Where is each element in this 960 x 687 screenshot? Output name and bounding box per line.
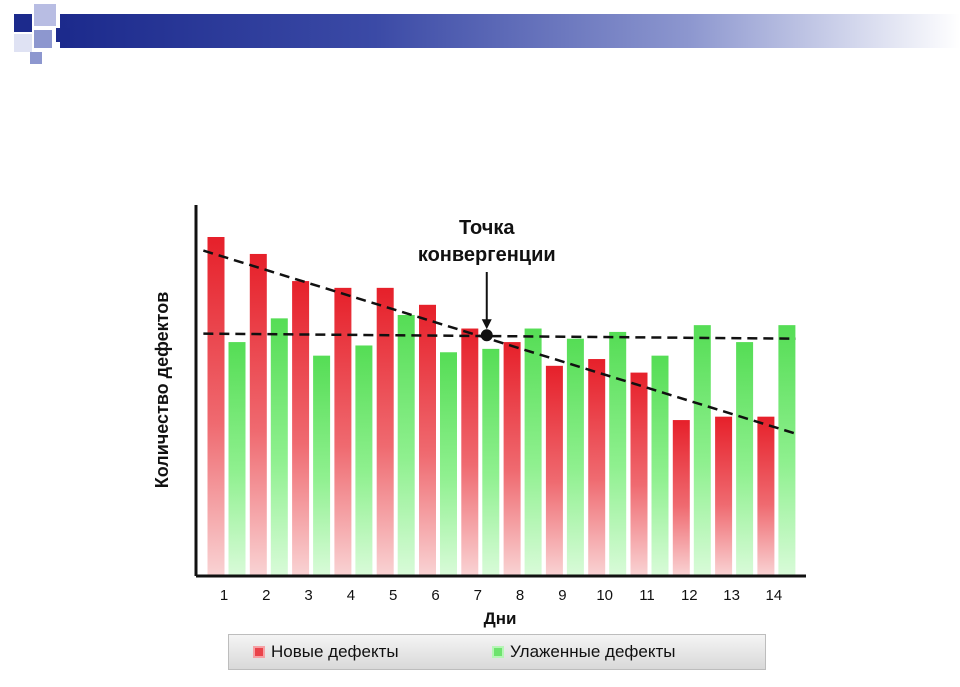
bar-new-defects xyxy=(545,365,563,576)
legend-swatch-fixed xyxy=(492,646,504,658)
bar-fixed-defects xyxy=(778,325,796,576)
x-tick-label: 13 xyxy=(723,587,740,604)
convergence-point xyxy=(480,329,493,342)
x-tick-label: 6 xyxy=(431,587,439,604)
bar-fixed-defects xyxy=(397,314,415,576)
x-tick-label: 12 xyxy=(681,587,698,604)
bar-new-defects xyxy=(376,287,394,576)
bar-fixed-defects xyxy=(609,331,627,576)
bar-new-defects xyxy=(715,416,733,576)
chart-legend: Новые дефекты Улаженные дефекты xyxy=(228,634,766,670)
bar-fixed-defects xyxy=(228,342,246,576)
bar-new-defects xyxy=(334,287,352,576)
legend-item-fixed: Улаженные дефекты xyxy=(492,635,675,669)
x-tick-label: 8 xyxy=(516,587,524,604)
bar-new-defects xyxy=(630,372,648,576)
legend-item-new: Новые дефекты xyxy=(253,635,399,669)
decor-square xyxy=(30,52,42,64)
trend-line xyxy=(203,332,796,340)
bar-fixed-defects xyxy=(651,355,669,576)
bar-new-defects xyxy=(588,359,606,576)
x-tick-label: 10 xyxy=(596,587,613,604)
legend-label-new: Новые дефекты xyxy=(271,642,399,661)
legend-swatch-new xyxy=(253,646,265,658)
annotation-text: Точка xyxy=(459,217,515,239)
bar-new-defects xyxy=(672,420,690,576)
annotation-text: конвергенции xyxy=(418,244,556,266)
x-tick-label: 4 xyxy=(347,587,355,604)
trend-line xyxy=(202,249,796,435)
bar-new-defects xyxy=(419,304,436,576)
bar-fixed-defects xyxy=(270,318,288,576)
annotation-arrowhead xyxy=(481,319,492,330)
bar-fixed-defects xyxy=(482,348,500,576)
x-tick-label: 2 xyxy=(262,587,270,604)
decor-square xyxy=(14,14,32,32)
bar-fixed-defects xyxy=(355,345,373,576)
x-tick-label: 9 xyxy=(558,587,566,604)
decor-square xyxy=(14,34,32,52)
bar-new-defects xyxy=(461,328,479,576)
bar-new-defects xyxy=(207,237,225,576)
x-tick-label: 11 xyxy=(639,587,655,604)
header-bar xyxy=(60,14,960,48)
x-tick-label: 5 xyxy=(389,587,397,604)
bar-new-defects xyxy=(249,253,267,576)
x-tick-label: 7 xyxy=(474,587,482,604)
legend-label-fixed: Улаженные дефекты xyxy=(510,642,676,661)
bar-new-defects xyxy=(757,416,775,576)
decor-square xyxy=(56,28,70,42)
bar-fixed-defects xyxy=(524,328,542,576)
x-axis-label: Дни xyxy=(484,609,517,628)
x-tick-label: 3 xyxy=(304,587,312,604)
bar-fixed-defects xyxy=(693,325,711,576)
y-axis-label: Количество дефектов xyxy=(152,292,172,489)
bar-new-defects xyxy=(503,342,521,576)
decor-square xyxy=(34,4,56,26)
x-tick-label: 14 xyxy=(766,587,783,604)
x-tick-label: 1 xyxy=(220,587,228,604)
bar-fixed-defects xyxy=(313,355,331,576)
bar-fixed-defects xyxy=(566,338,584,576)
bar-new-defects xyxy=(292,281,310,576)
bar-fixed-defects xyxy=(736,342,754,576)
decor-square xyxy=(34,30,52,48)
bar-fixed-defects xyxy=(440,352,457,576)
